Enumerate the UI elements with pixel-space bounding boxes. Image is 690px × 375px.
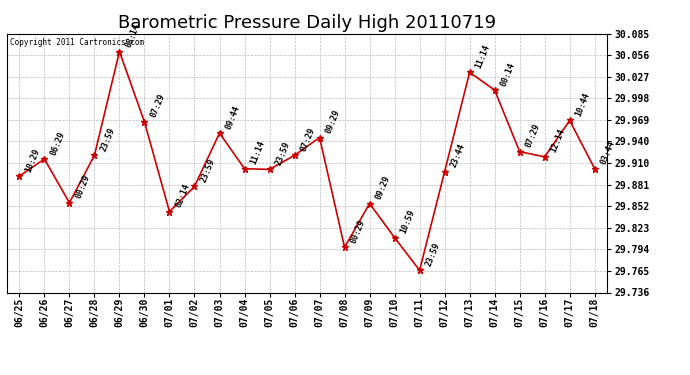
- Text: 10:29: 10:29: [23, 147, 41, 173]
- Text: 23:59: 23:59: [424, 241, 442, 267]
- Text: 10:59: 10:59: [399, 208, 417, 235]
- Text: 09:29: 09:29: [324, 108, 342, 135]
- Text: 02:14: 02:14: [174, 182, 191, 209]
- Text: 06:29: 06:29: [48, 130, 66, 156]
- Text: 00:29: 00:29: [348, 218, 366, 244]
- Text: 23:59: 23:59: [99, 126, 117, 153]
- Text: 11:14: 11:14: [248, 140, 266, 166]
- Text: 23:44: 23:44: [448, 142, 466, 169]
- Text: 08:14: 08:14: [124, 22, 141, 49]
- Text: 07:29: 07:29: [524, 122, 542, 149]
- Text: 23:59: 23:59: [274, 140, 291, 166]
- Text: 12:14: 12:14: [549, 128, 566, 154]
- Text: 23:59: 23:59: [199, 157, 217, 184]
- Text: Copyright 2011 Cartronics.com: Copyright 2011 Cartronics.com: [10, 38, 144, 46]
- Text: 11:14: 11:14: [474, 43, 491, 69]
- Text: 09:44: 09:44: [224, 104, 241, 130]
- Text: 09:29: 09:29: [374, 174, 391, 201]
- Text: 00:14: 00:14: [499, 61, 517, 87]
- Text: 07:29: 07:29: [299, 126, 317, 153]
- Text: 07:29: 07:29: [148, 93, 166, 119]
- Text: 00:29: 00:29: [74, 174, 91, 200]
- Text: 10:44: 10:44: [574, 91, 591, 118]
- Title: Barometric Pressure Daily High 20110719: Barometric Pressure Daily High 20110719: [118, 14, 496, 32]
- Text: 03:44: 03:44: [599, 140, 617, 166]
